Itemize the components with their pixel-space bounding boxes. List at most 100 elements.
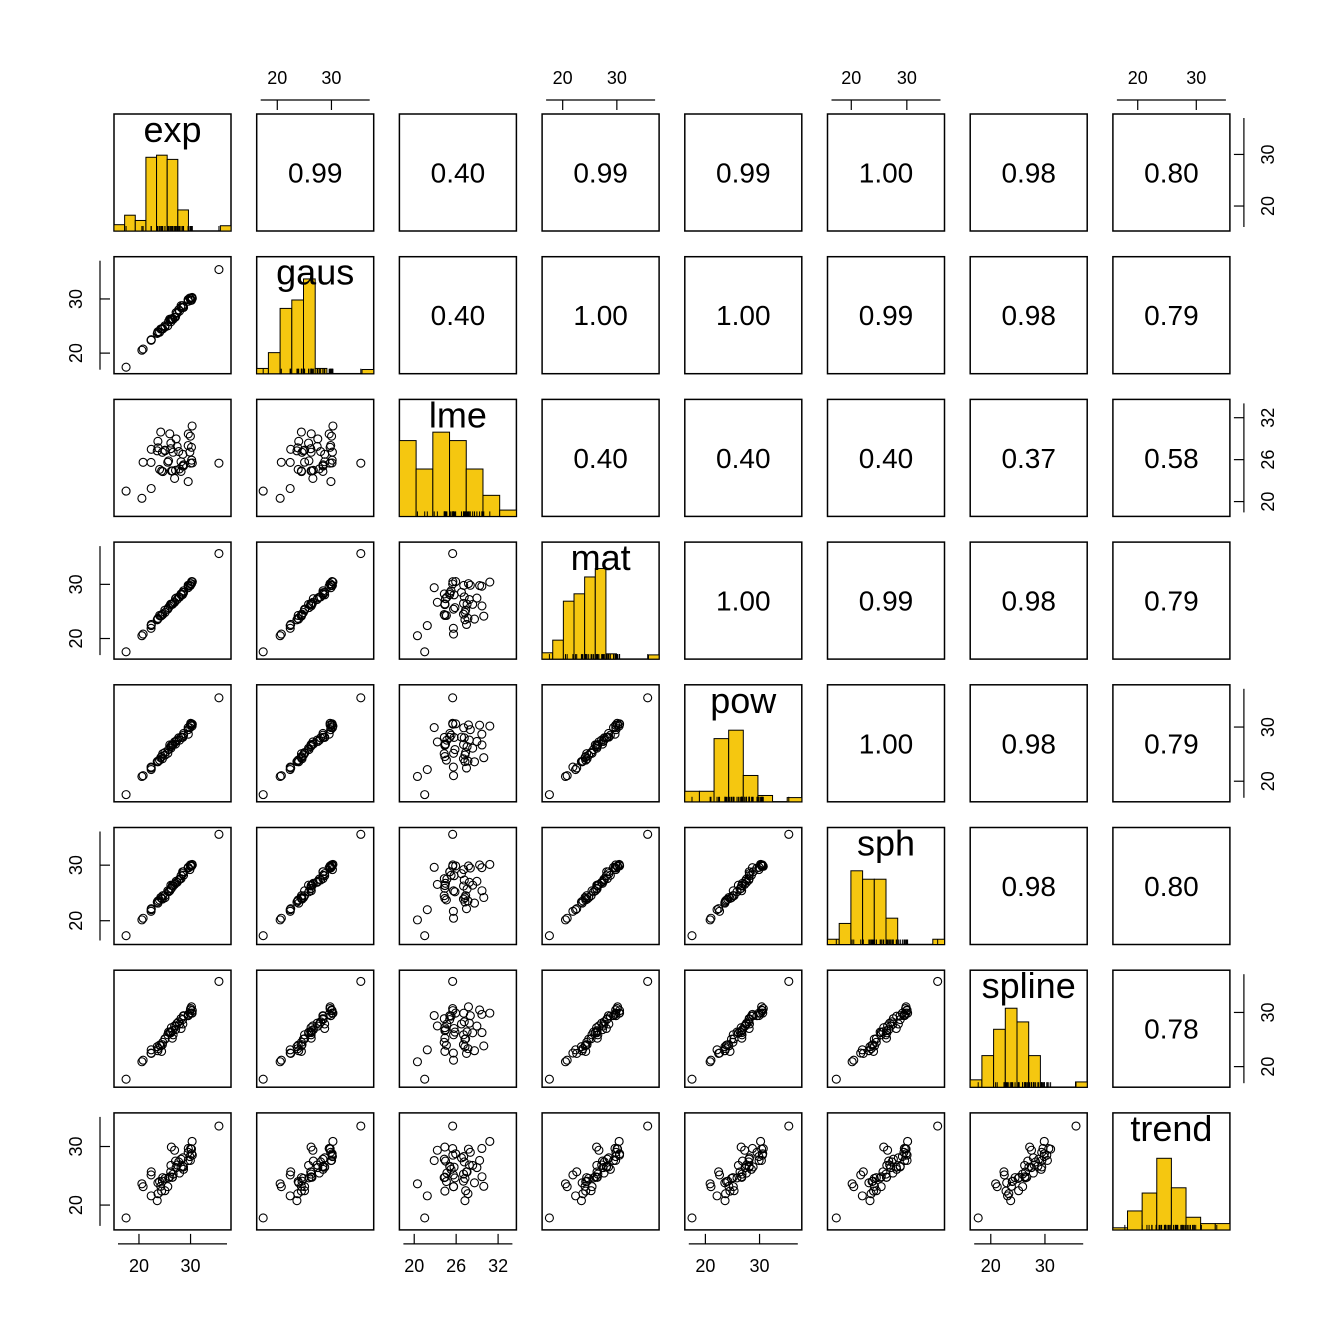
point-trend-spline-45	[1039, 1149, 1049, 1159]
point-lme-gaus-30	[325, 442, 335, 452]
point-mat-lme-27	[461, 619, 472, 630]
point-gaus-exp-47	[183, 296, 193, 306]
point-spline-exp-28	[160, 1034, 170, 1044]
point-mat-lme-24	[449, 590, 459, 600]
point-spline-exp-41	[172, 1018, 182, 1028]
point-sph-pow-43	[728, 886, 738, 896]
point-lme-gaus-16	[296, 467, 307, 477]
point-mat-exp-31	[157, 609, 167, 619]
hist-bar-gaus-1	[267, 352, 281, 375]
right-tick-label-lme-2: 32	[1258, 408, 1278, 428]
point-pow-lme-29	[458, 740, 469, 750]
point-trend-lme-45	[451, 1149, 461, 1159]
point-sph-gaus-46	[325, 861, 335, 871]
point-spline-gaus-1	[258, 1074, 268, 1084]
point-pow-exp-33	[146, 762, 156, 772]
point-spline-lme-7	[468, 1028, 478, 1038]
left-tick-label-mat-1: 30	[66, 574, 86, 594]
point-mat-lme-7	[468, 599, 478, 609]
point-trend-lme-31	[458, 1176, 469, 1186]
point-spline-gaus-36	[292, 1042, 302, 1052]
point-pow-mat-41	[597, 735, 607, 745]
point-sph-lme-1	[420, 931, 430, 941]
top-tick-label-gaus-1: 30	[321, 68, 341, 88]
point-trend-gaus-44	[318, 1162, 328, 1172]
point-trend-exp-26	[153, 1189, 163, 1199]
panel-gaus-exp	[113, 255, 232, 375]
point-pow-mat-10	[586, 747, 596, 758]
point-spline-pow-47	[747, 1009, 758, 1019]
point-mat-exp-41	[172, 594, 182, 605]
point-mat-gaus-47	[324, 581, 334, 591]
point-spline-lme-20	[422, 1045, 432, 1055]
point-trend-exp-46	[186, 1144, 196, 1154]
point-spline-lme-15	[475, 1005, 485, 1015]
point-spline-lme-39	[439, 1014, 449, 1024]
point-sph-lme-21	[440, 883, 450, 893]
point-trend-spline-40	[1020, 1172, 1030, 1182]
panel-trend-pow	[684, 1112, 803, 1231]
point-pow-lme-20	[422, 765, 432, 775]
point-spline-lme-24	[449, 1023, 459, 1034]
point-trend-exp-47	[183, 1143, 193, 1154]
point-trend-spline-21	[1025, 1142, 1035, 1152]
point-spline-lme-31	[458, 1040, 469, 1050]
point-trend-lme-16	[439, 1173, 449, 1183]
point-spline-gaus-44	[318, 1011, 328, 1021]
point-lme-exp-35	[164, 456, 174, 466]
hist-bar-lme-1	[415, 468, 434, 517]
point-pow-gaus-47	[324, 729, 334, 739]
corr-gaus-trend: 0.79	[1144, 300, 1199, 331]
panel-trend-gaus	[255, 1112, 375, 1231]
point-pow-lme-34	[440, 739, 451, 749]
point-trend-gaus-40	[306, 1172, 316, 1182]
point-spline-exp-47	[183, 1009, 193, 1019]
point-lme-exp-40	[165, 429, 175, 439]
point-spline-exp-38	[153, 1046, 163, 1056]
point-trend-pow-41	[742, 1160, 752, 1170]
point-lme-gaus-47	[324, 429, 334, 439]
point-spline-pow-3	[706, 1055, 716, 1065]
hist-bar-gaus-9	[361, 368, 375, 375]
point-spline-lme-33	[448, 1048, 458, 1058]
point-mat-gaus-31	[297, 609, 307, 619]
point-sph-gaus-28	[298, 893, 308, 903]
point-spline-gaus-33	[285, 1048, 295, 1058]
point-mat-exp-47	[183, 581, 193, 591]
point-lme-exp-22	[187, 421, 197, 431]
point-spline-gaus-21	[306, 1023, 316, 1033]
point-pow-exp-47	[183, 729, 193, 739]
point-sph-lme-3	[448, 913, 459, 923]
hist-bar-gaus-3	[291, 299, 304, 375]
point-pow-exp-31	[157, 754, 167, 764]
point-mat-gaus-38	[294, 614, 304, 624]
point-sph-lme-44	[445, 867, 455, 877]
point-sph-mat-2	[560, 915, 571, 925]
point-spline-sph-43	[876, 1030, 886, 1040]
point-trend-mat-47	[610, 1143, 620, 1154]
point-lme-exp-0	[214, 458, 224, 468]
point-pow-mat-27	[572, 763, 582, 773]
point-mat-lme-20	[422, 621, 432, 631]
point-lme-gaus-11	[326, 477, 336, 487]
point-trend-spline-26	[1004, 1189, 1014, 1199]
hist-bar-trend-2	[1141, 1192, 1158, 1231]
point-sph-gaus-33	[285, 906, 295, 916]
point-pow-mat-47	[610, 729, 620, 739]
hist-bar-pow-7	[786, 797, 803, 803]
point-trend-spline-3	[992, 1182, 1002, 1192]
point-spline-mat-1	[544, 1074, 554, 1084]
point-trend-mat-44	[603, 1162, 614, 1172]
point-trend-lme-39	[439, 1154, 449, 1164]
point-mat-exp-1	[121, 647, 131, 657]
panel-pow-trend	[1112, 684, 1231, 803]
point-trend-exp-41	[172, 1160, 182, 1170]
point-pow-lme-41	[464, 735, 474, 745]
left-tick-label-sph-0: 20	[66, 911, 86, 931]
point-trend-gaus-33	[285, 1170, 295, 1180]
panel-spline-exp	[113, 969, 232, 1088]
point-trend-lme-47	[477, 1143, 487, 1154]
point-trend-gaus-1	[258, 1213, 268, 1223]
point-lme-exp-25	[156, 427, 166, 437]
panel-sph-pow	[684, 826, 803, 946]
